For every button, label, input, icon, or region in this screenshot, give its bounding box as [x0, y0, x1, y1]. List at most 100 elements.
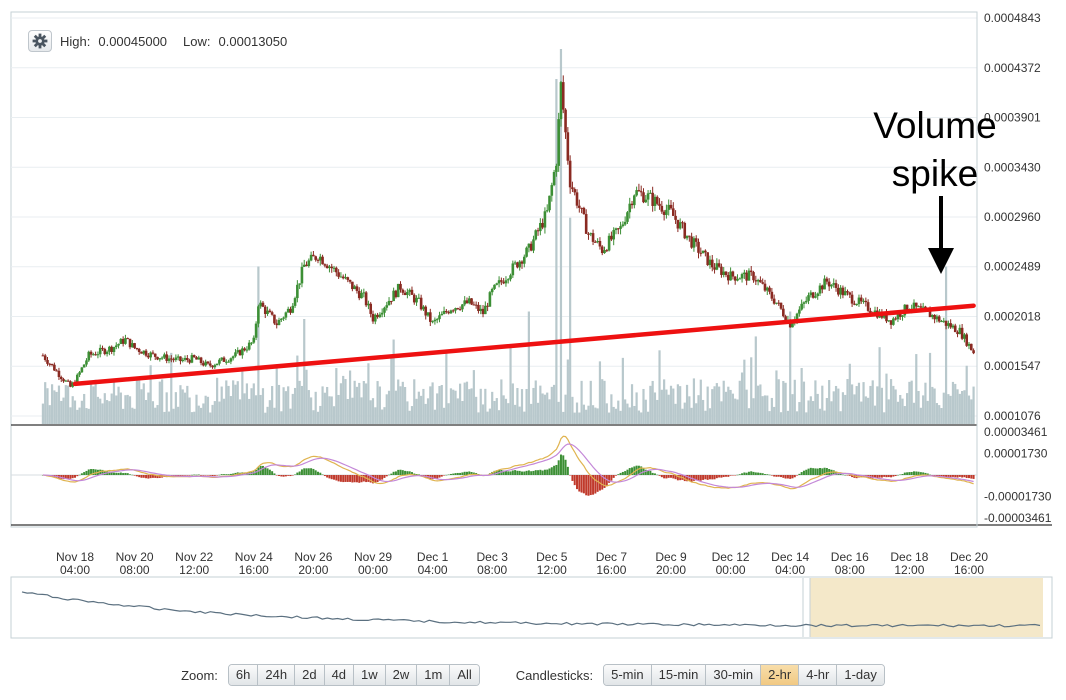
- candle-body: [621, 224, 625, 227]
- macd-histogram-bar: [658, 475, 661, 476]
- zoom-button-2w[interactable]: 2w: [385, 665, 418, 685]
- candle-body: [850, 294, 854, 304]
- volume-bar: [903, 406, 906, 424]
- candle-body: [644, 199, 648, 203]
- volume-bar: [922, 395, 925, 424]
- macd-histogram-bar: [949, 475, 952, 478]
- volume-bar: [970, 399, 973, 424]
- candle-button-15-min[interactable]: 15-min: [651, 665, 707, 685]
- candle-body: [825, 278, 829, 282]
- candle-body: [284, 312, 288, 318]
- volume-bar: [965, 365, 968, 424]
- macd-histogram-bar: [809, 467, 812, 475]
- candle-body: [743, 272, 746, 275]
- volume-bar: [161, 379, 164, 424]
- candle-body: [114, 345, 118, 348]
- volume-bar: [617, 400, 620, 424]
- macd-histogram-bar: [326, 475, 329, 478]
- macd-histogram-bar: [413, 473, 416, 475]
- candle-body: [846, 291, 849, 293]
- candle-body: [671, 208, 675, 216]
- candle-body: [809, 292, 813, 296]
- zoom-button-1w[interactable]: 1w: [354, 665, 386, 685]
- candle-body: [917, 306, 920, 308]
- volume-bar: [850, 384, 854, 424]
- candle-body: [369, 303, 373, 314]
- macd-histogram-bar: [71, 475, 74, 479]
- volume-bar: [502, 395, 505, 424]
- volume-bar: [596, 408, 599, 424]
- macd-histogram-bar: [846, 475, 849, 476]
- candle-body: [715, 263, 719, 270]
- volume-bar: [669, 385, 673, 424]
- zoom-button-2d[interactable]: 2d: [295, 665, 325, 685]
- volume-bar: [438, 385, 441, 424]
- volume-bar: [860, 401, 863, 424]
- volume-bar: [99, 398, 102, 424]
- zoom-button-24h[interactable]: 24h: [258, 665, 296, 685]
- macd-histogram-bar: [275, 475, 278, 476]
- candle-button-30-min[interactable]: 30-min: [706, 665, 762, 685]
- macd-histogram-bar: [85, 470, 88, 475]
- volume-bar: [651, 380, 654, 424]
- macd-histogram-bar: [844, 474, 847, 476]
- candle-body: [692, 238, 696, 248]
- volume-bar: [947, 394, 950, 424]
- candle-body: [555, 165, 558, 172]
- volume-bar: [688, 396, 691, 424]
- price-chart: 0.0004843 0.0004372 0.0003901 0.0003430 0.00…: [10, 11, 1053, 639]
- volume-bar: [699, 379, 702, 424]
- candle-body: [837, 287, 840, 295]
- macd-histogram-bar: [193, 474, 196, 476]
- candle-button-1-day[interactable]: 1-day: [837, 665, 884, 685]
- macd-histogram-bar: [624, 471, 627, 475]
- zoom-button-6h[interactable]: 6h: [228, 665, 259, 685]
- macd-histogram-bar: [314, 470, 317, 475]
- volume-bar: [766, 395, 769, 424]
- candle-body: [674, 215, 677, 220]
- zoom-button-4d[interactable]: 4d: [324, 665, 355, 685]
- volume-bar: [821, 385, 824, 424]
- volume-bar: [195, 394, 198, 424]
- macd-histogram-bar: [848, 475, 851, 476]
- macd-histogram-bar: [220, 474, 223, 475]
- candle-body: [736, 279, 739, 281]
- volume-bar: [323, 392, 326, 424]
- candle-button-4-hr[interactable]: 4-hr: [799, 665, 838, 685]
- candle-button-2-hr[interactable]: 2-hr: [761, 665, 800, 685]
- macd-histogram-bar: [229, 473, 232, 475]
- macd-histogram-bar: [601, 475, 604, 490]
- macd-histogram-bar: [851, 475, 854, 478]
- macd-histogram-bar: [819, 468, 821, 475]
- macd-histogram-bar: [525, 470, 528, 475]
- candle-body: [289, 308, 292, 313]
- volume-bar: [60, 400, 63, 424]
- volume-bar: [633, 405, 636, 424]
- zoom-button-all[interactable]: All: [450, 665, 479, 685]
- macd-histogram-bar: [188, 475, 191, 476]
- candle-button-5-min[interactable]: 5-min: [604, 665, 652, 685]
- candle-body: [69, 381, 72, 387]
- macd-histogram-bar: [587, 475, 590, 496]
- volume-bar: [78, 407, 81, 424]
- navigator-selection[interactable]: [810, 578, 1043, 637]
- volume-bar: [50, 384, 54, 424]
- candle-body: [204, 361, 207, 366]
- volume-bar: [500, 379, 503, 424]
- macd-histogram-bar: [793, 475, 796, 478]
- gear-icon[interactable]: [28, 30, 52, 52]
- candle-body: [940, 321, 943, 323]
- macd-histogram-bar: [298, 471, 301, 475]
- candle-body: [717, 263, 721, 267]
- macd-histogram-bar: [468, 471, 471, 475]
- time-tick-time: 08:00: [477, 563, 507, 577]
- zoom-button-1m[interactable]: 1m: [417, 665, 451, 685]
- volume-bar: [876, 386, 879, 424]
- macd-histogram-bar: [404, 470, 407, 475]
- macd-histogram-bar: [110, 472, 113, 475]
- volume-bar: [961, 390, 964, 424]
- navigator[interactable]: [10, 576, 1053, 639]
- macd-histogram-bar: [140, 475, 143, 478]
- candle-body: [605, 250, 609, 252]
- volume-bar: [575, 402, 579, 424]
